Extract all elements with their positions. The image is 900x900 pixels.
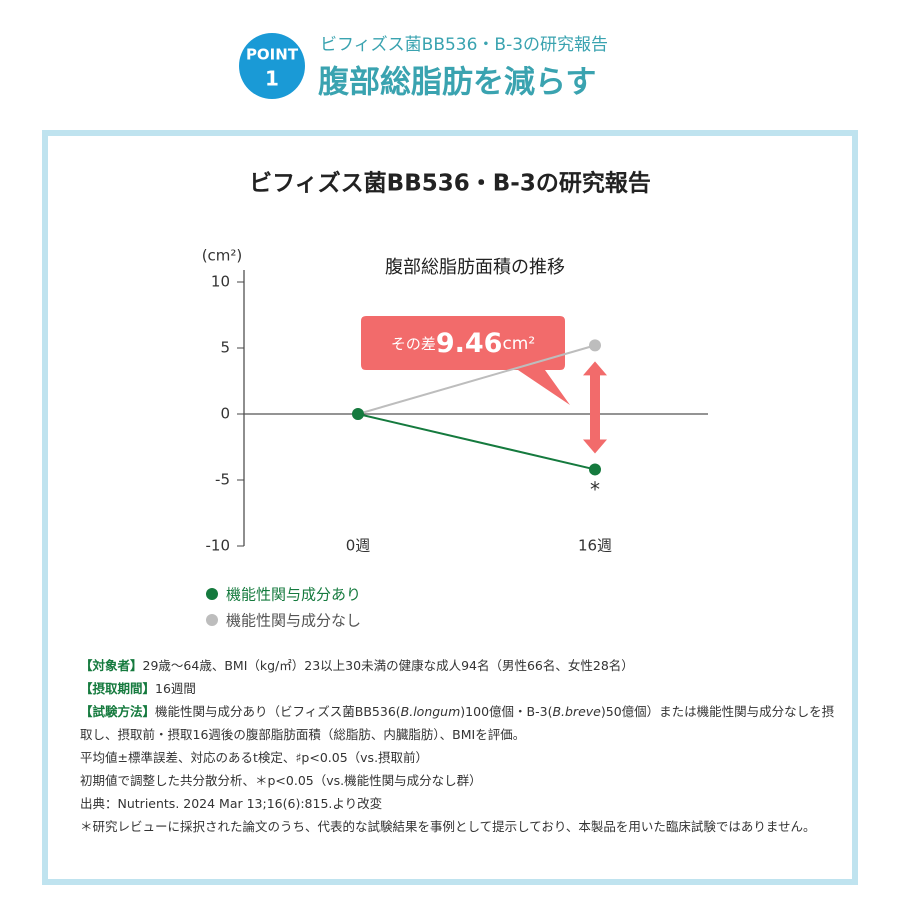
y-tick-label: 5 <box>220 339 230 357</box>
data-point <box>352 408 364 420</box>
header-title: 腹部総脂肪を減らす <box>318 65 596 101</box>
difference-arrow <box>583 361 607 454</box>
notes: 【対象者】29歳〜64歳、BMI（kg/㎡）23以上30未満の健康な成人94名（… <box>80 654 840 838</box>
note: 【摂取期間】16週間 <box>80 677 840 700</box>
chart-title: 腹部総脂肪面積の推移 <box>385 257 565 278</box>
note-label: 【試験方法】 <box>80 704 156 719</box>
note: 【試験方法】機能性関与成分あり（ビフィズス菌BB536(B.longum)100… <box>80 700 840 746</box>
badge <box>239 33 305 99</box>
callout-value: 9.46 <box>436 328 503 359</box>
note: 【対象者】29歳〜64歳、BMI（kg/㎡）23以上30未満の健康な成人94名（… <box>80 654 840 677</box>
note-label: 【摂取期間】 <box>80 681 156 696</box>
y-tick-label: -5 <box>215 471 230 489</box>
note-text: 29歳〜64歳、BMI（kg/㎡）23以上30未満の健康な成人94名（男性66名… <box>142 658 634 673</box>
note-text: B.longum <box>400 704 461 719</box>
y-tick-label: 0 <box>220 405 230 423</box>
badge-word: POINT <box>246 46 299 64</box>
note-text: 平均値±標準誤差、対応のあるt検定、♯p<0.05（vs.摂取前） <box>80 750 429 765</box>
header-subtitle: ビフィズス菌BB536・B-3の研究報告 <box>320 35 608 55</box>
legend-marker <box>206 588 218 600</box>
legend-marker <box>206 614 218 626</box>
legend-label: 機能性関与成分あり <box>226 586 361 604</box>
note-text: 機能性関与成分あり（ビフィズス菌BB536( <box>155 704 401 719</box>
note-text: 16週間 <box>155 681 196 696</box>
x-tick-label: 16週 <box>578 537 612 555</box>
y-unit: (cm²) <box>202 247 243 265</box>
note: 初期値で調整した共分散分析、＊p<0.05（vs.機能性関与成分なし群） <box>80 769 840 792</box>
y-tick-label: -10 <box>206 537 231 555</box>
data-point <box>589 339 601 352</box>
note-text: 初期値で調整した共分散分析、＊p<0.05（vs.機能性関与成分なし群） <box>80 773 482 788</box>
x-tick-label: 0週 <box>346 537 371 555</box>
panel <box>42 130 858 885</box>
callout-shape <box>361 316 570 405</box>
legend-label: 機能性関与成分なし <box>226 612 361 630</box>
note: 出典：Nutrients. 2024 Mar 13;16(6):815.より改変 <box>80 792 840 815</box>
note-text: B.breve <box>552 704 601 719</box>
badge-number: 1 <box>265 67 279 91</box>
note-text: )50億個）または機能性関与成分なしを摂取し、摂取前・摂取16週後の腹部脂肪面積… <box>80 704 835 742</box>
note: ＊研究レビューに採択された論文のうち、代表的な試験結果を事例として提示しており、… <box>80 815 840 838</box>
callout-text: その差9.46cm² <box>391 328 535 359</box>
callout-prefix: その差 <box>391 335 436 353</box>
series-line <box>357 344 596 415</box>
note: 平均値±標準誤差、対応のあるt検定、♯p<0.05（vs.摂取前） <box>80 746 840 769</box>
panel-title: ビフィズス菌BB536・B-3の研究報告 <box>249 170 651 197</box>
note-text: 出典：Nutrients. 2024 Mar 13;16(6):815.より改変 <box>80 796 383 811</box>
difference-callout: その差9.46cm² <box>361 316 570 405</box>
callout-unit: cm² <box>502 334 535 354</box>
data-point <box>589 463 601 476</box>
note-label: 【対象者】 <box>80 658 143 673</box>
note-text: ＊研究レビューに採択された論文のうち、代表的な試験結果を事例として提示しており、… <box>80 819 816 834</box>
note-text: )100億個・B-3( <box>460 704 553 719</box>
y-tick-label: 10 <box>211 273 230 291</box>
series-line <box>357 413 596 471</box>
significance-mark: * <box>590 478 600 502</box>
